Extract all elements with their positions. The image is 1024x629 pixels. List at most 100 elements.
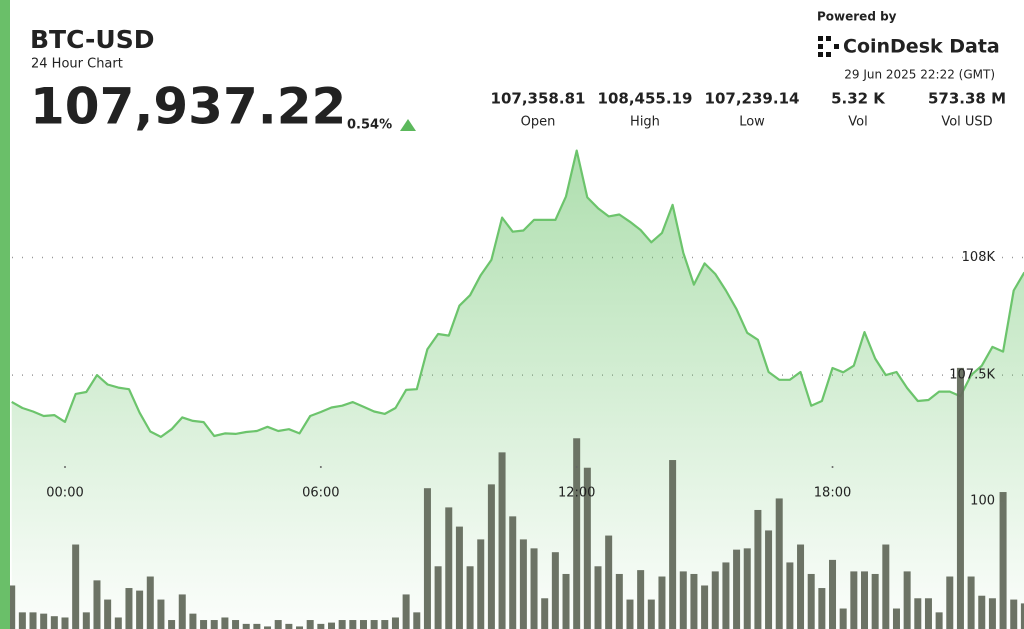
volume-bar — [914, 598, 922, 629]
volume-bar — [786, 562, 794, 629]
volume-bar — [658, 576, 666, 629]
volume-bar — [210, 620, 218, 629]
stat-label: Low — [739, 115, 765, 130]
volume-bar — [434, 566, 442, 629]
volume-bar — [232, 620, 240, 629]
accent-stripe — [0, 0, 10, 629]
volume-bar — [509, 516, 517, 629]
volume-bar — [626, 599, 634, 629]
volume-bar — [946, 576, 954, 629]
volume-bar — [690, 573, 698, 629]
volume-bar — [146, 576, 154, 629]
volume-bar — [967, 576, 975, 629]
volume-bar — [839, 608, 847, 629]
volume-bar — [157, 599, 165, 629]
volume-bar — [317, 623, 325, 629]
volume-bar — [264, 626, 272, 629]
x-tick-label: 00:00 — [46, 486, 83, 501]
volume-bar — [40, 613, 48, 629]
volume-bar — [594, 566, 602, 629]
volume-bar — [381, 620, 389, 629]
stat-label: Vol — [848, 115, 867, 130]
volume-bar — [541, 598, 549, 629]
volume-bar — [114, 617, 122, 629]
volume-bar — [797, 544, 805, 629]
subtitle: 24 Hour Chart — [31, 57, 123, 72]
plot: 00:00 06:00 12:00 18:00 107.5K 108K 100 — [8, 149, 1024, 629]
volume-bar — [125, 588, 133, 629]
volume-bar — [168, 620, 176, 629]
stat-value: 5.32 K — [831, 90, 886, 108]
volume-bar — [818, 588, 826, 629]
volume-bar — [647, 599, 655, 629]
volume-bar — [178, 594, 186, 629]
volume-bar — [200, 620, 208, 629]
stat-label: Vol USD — [941, 115, 992, 130]
volume-bar — [530, 548, 538, 629]
volume-bar — [253, 623, 261, 629]
volume-bar — [8, 585, 16, 629]
volume-bar — [274, 620, 282, 629]
volume-bar — [871, 573, 879, 629]
volume-bar — [669, 460, 677, 629]
volume-bar — [18, 612, 26, 629]
brand: CoinDesk Data — [843, 36, 1000, 58]
volume-bar — [413, 612, 421, 629]
volume-bar — [583, 467, 591, 629]
volume-bar — [743, 548, 751, 629]
volume-bar — [93, 580, 101, 629]
volume-bar — [445, 507, 453, 629]
price-line — [11, 149, 1024, 438]
x-tick-label: 06:00 — [302, 486, 339, 501]
volume-bar — [338, 620, 346, 629]
volume-bar — [29, 612, 37, 629]
stat-value: 573.38 M — [928, 90, 1006, 108]
volume-bar — [477, 539, 485, 629]
logo-icon — [818, 36, 839, 57]
volume-bar — [722, 562, 730, 629]
volume-bar — [221, 617, 229, 629]
volume-bar — [754, 509, 762, 629]
stat-label: High — [630, 115, 660, 130]
x-tick-dot — [64, 466, 66, 468]
volume-bar — [765, 530, 773, 629]
price: 107,937.22 — [30, 78, 346, 136]
volume-bar — [455, 526, 463, 629]
volume-bar — [829, 559, 837, 629]
area — [11, 150, 1024, 629]
volume-bar — [1010, 599, 1018, 629]
volume-bar — [988, 598, 996, 629]
volume-bar — [861, 571, 868, 629]
y2-tick-label: 100 — [970, 494, 995, 509]
x-tick-dot — [575, 466, 578, 468]
volume-bar — [573, 438, 581, 629]
x-tick-dot — [831, 466, 834, 468]
volume-bar — [189, 613, 197, 629]
volume-bar — [775, 498, 783, 629]
volume-bar — [978, 595, 986, 629]
volume-bar — [679, 571, 687, 629]
volume-bar — [807, 573, 815, 629]
volume-bar — [605, 535, 613, 629]
stats: 107,358.81 Open 108,455.19 High 107,239.14 Lo… — [491, 90, 1006, 130]
volume-bar — [892, 608, 900, 629]
up-arrow — [400, 119, 416, 131]
volume-bar — [935, 612, 943, 629]
volume-bar — [50, 616, 58, 629]
powered-by: Powered by — [817, 10, 897, 24]
volume-bar — [615, 573, 623, 629]
volume-bar — [498, 452, 506, 629]
volume-bar — [956, 367, 964, 629]
stat-value: 108,455.19 — [598, 90, 693, 108]
y-tick-label: 108K — [962, 250, 996, 265]
volume-bar — [82, 612, 90, 629]
volume-bar — [882, 544, 890, 629]
x-tick-label: 12:00 — [558, 486, 595, 501]
title: BTC-USD — [30, 25, 154, 54]
volume-bar — [423, 488, 431, 629]
volume-bar — [562, 573, 570, 629]
volume-bar — [61, 617, 69, 629]
